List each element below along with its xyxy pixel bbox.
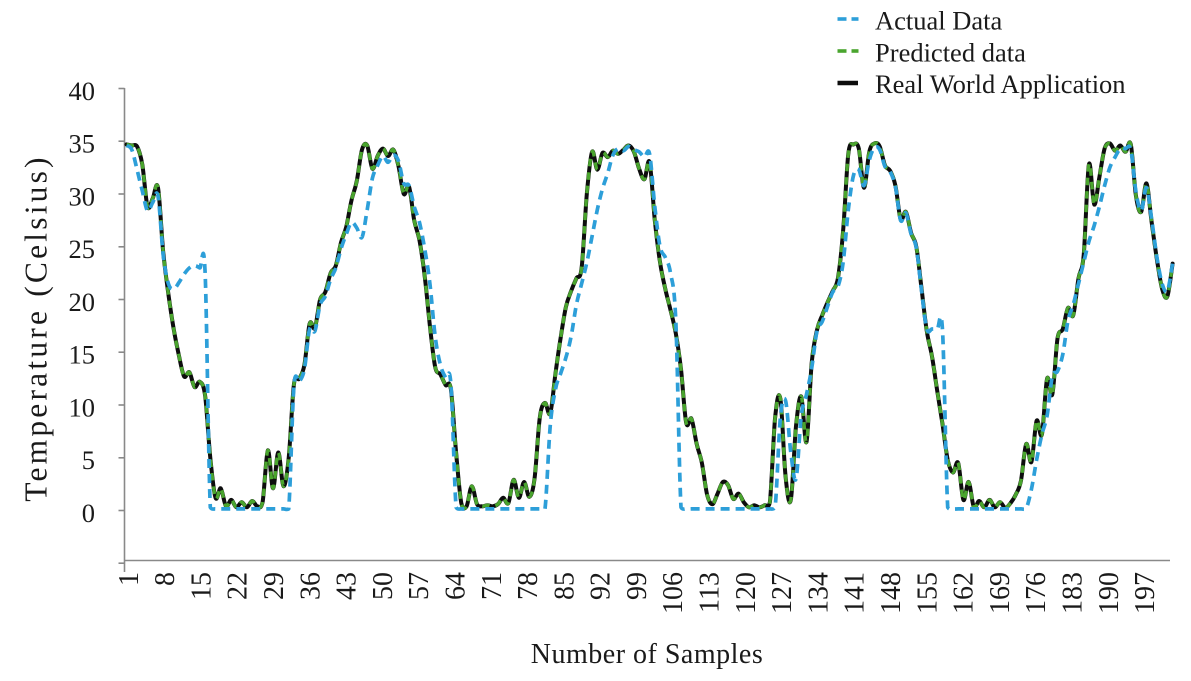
svg-text:5: 5 xyxy=(82,445,95,475)
svg-text:Actual Data: Actual Data xyxy=(875,6,1003,36)
svg-text:0: 0 xyxy=(82,498,95,528)
svg-text:127: 127 xyxy=(767,572,798,614)
svg-text:162: 162 xyxy=(949,572,980,614)
svg-text:15: 15 xyxy=(186,572,217,600)
svg-text:64: 64 xyxy=(441,572,472,600)
svg-text:71: 71 xyxy=(477,572,508,600)
svg-text:176: 176 xyxy=(1021,572,1052,614)
svg-text:92: 92 xyxy=(586,572,617,600)
svg-text:155: 155 xyxy=(912,572,943,614)
svg-text:25: 25 xyxy=(69,234,96,264)
svg-text:Real World Application: Real World Application xyxy=(875,69,1126,99)
svg-text:Number of Samples: Number of Samples xyxy=(531,639,763,670)
svg-text:8: 8 xyxy=(150,572,181,586)
svg-text:169: 169 xyxy=(985,572,1016,614)
svg-text:78: 78 xyxy=(513,572,544,600)
svg-text:57: 57 xyxy=(404,572,435,600)
svg-text:1: 1 xyxy=(114,572,145,586)
svg-text:Temperature (Celsius): Temperature (Celsius) xyxy=(19,154,54,502)
svg-text:120: 120 xyxy=(731,572,762,614)
svg-text:113: 113 xyxy=(695,572,726,613)
svg-text:29: 29 xyxy=(259,572,290,600)
svg-text:99: 99 xyxy=(622,572,653,600)
svg-text:36: 36 xyxy=(295,572,326,600)
svg-text:35: 35 xyxy=(69,129,96,159)
svg-text:141: 141 xyxy=(840,572,871,614)
svg-text:148: 148 xyxy=(876,572,907,614)
svg-text:183: 183 xyxy=(1058,572,1089,614)
svg-text:50: 50 xyxy=(368,572,399,600)
svg-text:30: 30 xyxy=(69,181,96,211)
svg-text:15: 15 xyxy=(69,340,96,370)
svg-text:106: 106 xyxy=(658,572,689,614)
svg-text:197: 197 xyxy=(1130,572,1161,614)
svg-text:40: 40 xyxy=(69,76,96,106)
svg-text:Predicted data: Predicted data xyxy=(875,38,1026,68)
svg-text:190: 190 xyxy=(1094,572,1125,614)
svg-text:22: 22 xyxy=(223,572,254,600)
svg-text:134: 134 xyxy=(803,572,834,614)
svg-text:43: 43 xyxy=(332,572,363,600)
svg-text:10: 10 xyxy=(69,392,96,422)
svg-text:20: 20 xyxy=(69,287,96,317)
svg-text:85: 85 xyxy=(549,572,580,600)
